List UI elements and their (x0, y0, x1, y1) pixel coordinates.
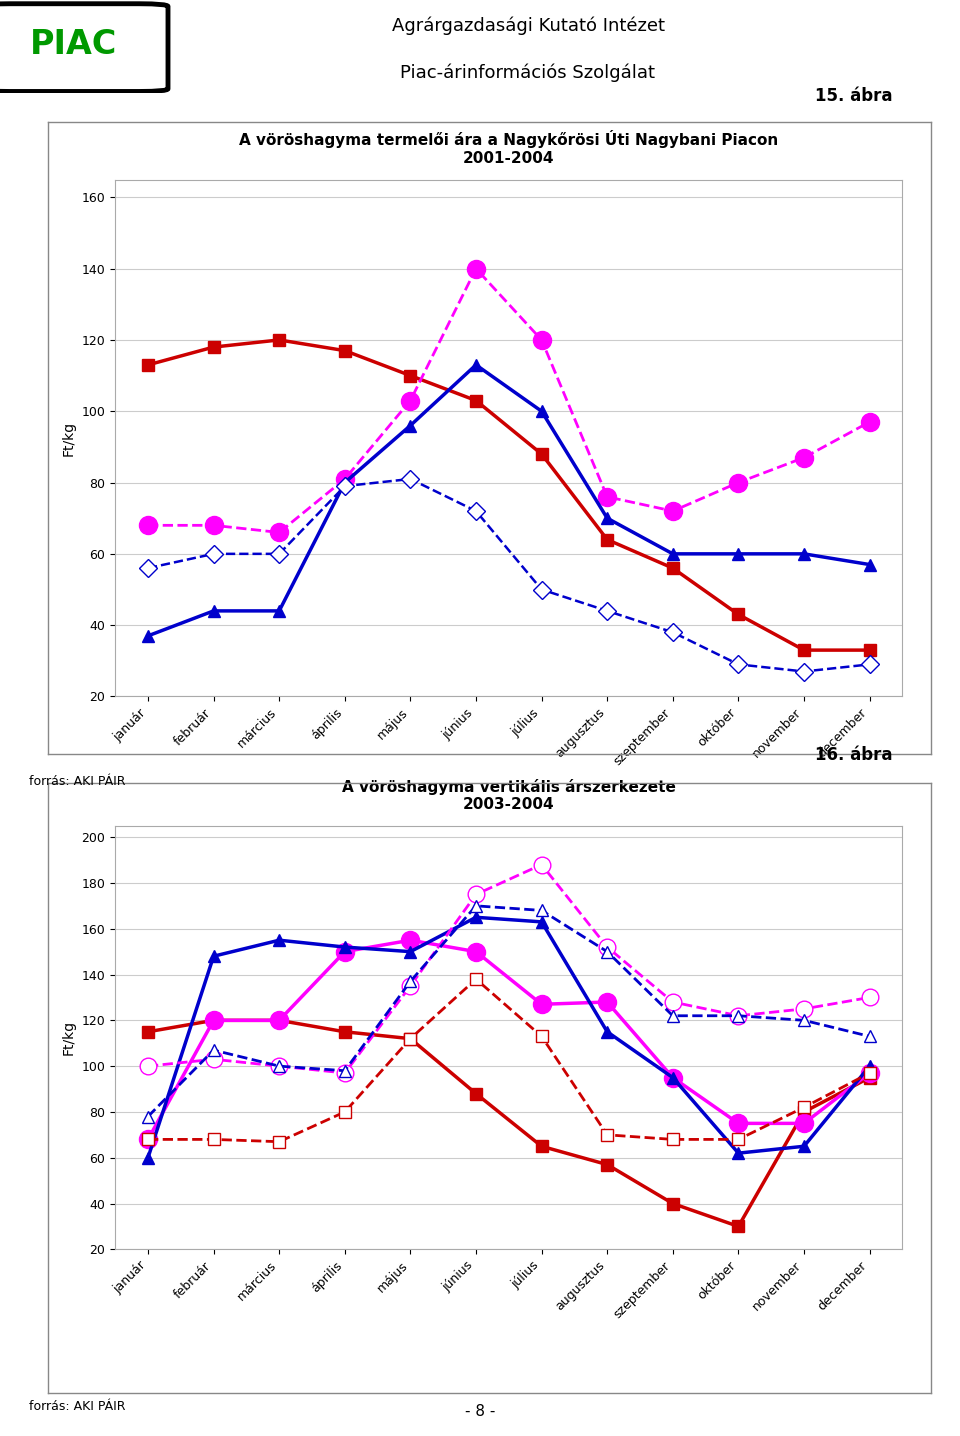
Text: Piac-árinformációs Szolgálat: Piac-árinformációs Szolgálat (400, 63, 656, 82)
Text: 16. ábra: 16. ábra (815, 745, 893, 764)
Text: forrás: AKI PÁIR: forrás: AKI PÁIR (29, 1400, 126, 1413)
Legend: 2004, 2003, 2002, 2001: 2004, 2003, 2002, 2001 (300, 882, 718, 906)
Text: 15. ábra: 15. ábra (815, 86, 893, 105)
Title: A vöröshagyma vertikális árszerkezete
2003-2004: A vöröshagyma vertikális árszerkezete 20… (342, 778, 676, 811)
Text: - 8 -: - 8 - (465, 1404, 495, 1419)
Y-axis label: Ft/kg: Ft/kg (62, 1020, 76, 1055)
Title: A vöröshagyma termelői ára a Nagykőrösi Úti Nagybani Piacon
2001-2004: A vöröshagyma termelői ára a Nagykőrösi … (239, 131, 779, 165)
Text: PIAC: PIAC (30, 29, 118, 62)
Y-axis label: Ft/kg: Ft/kg (62, 421, 76, 455)
FancyBboxPatch shape (0, 4, 168, 92)
Text: Agrárgazdasági Kutató Intézet: Agrárgazdasági Kutató Intézet (392, 17, 664, 36)
Text: forrás: AKI PÁIR: forrás: AKI PÁIR (29, 775, 126, 788)
